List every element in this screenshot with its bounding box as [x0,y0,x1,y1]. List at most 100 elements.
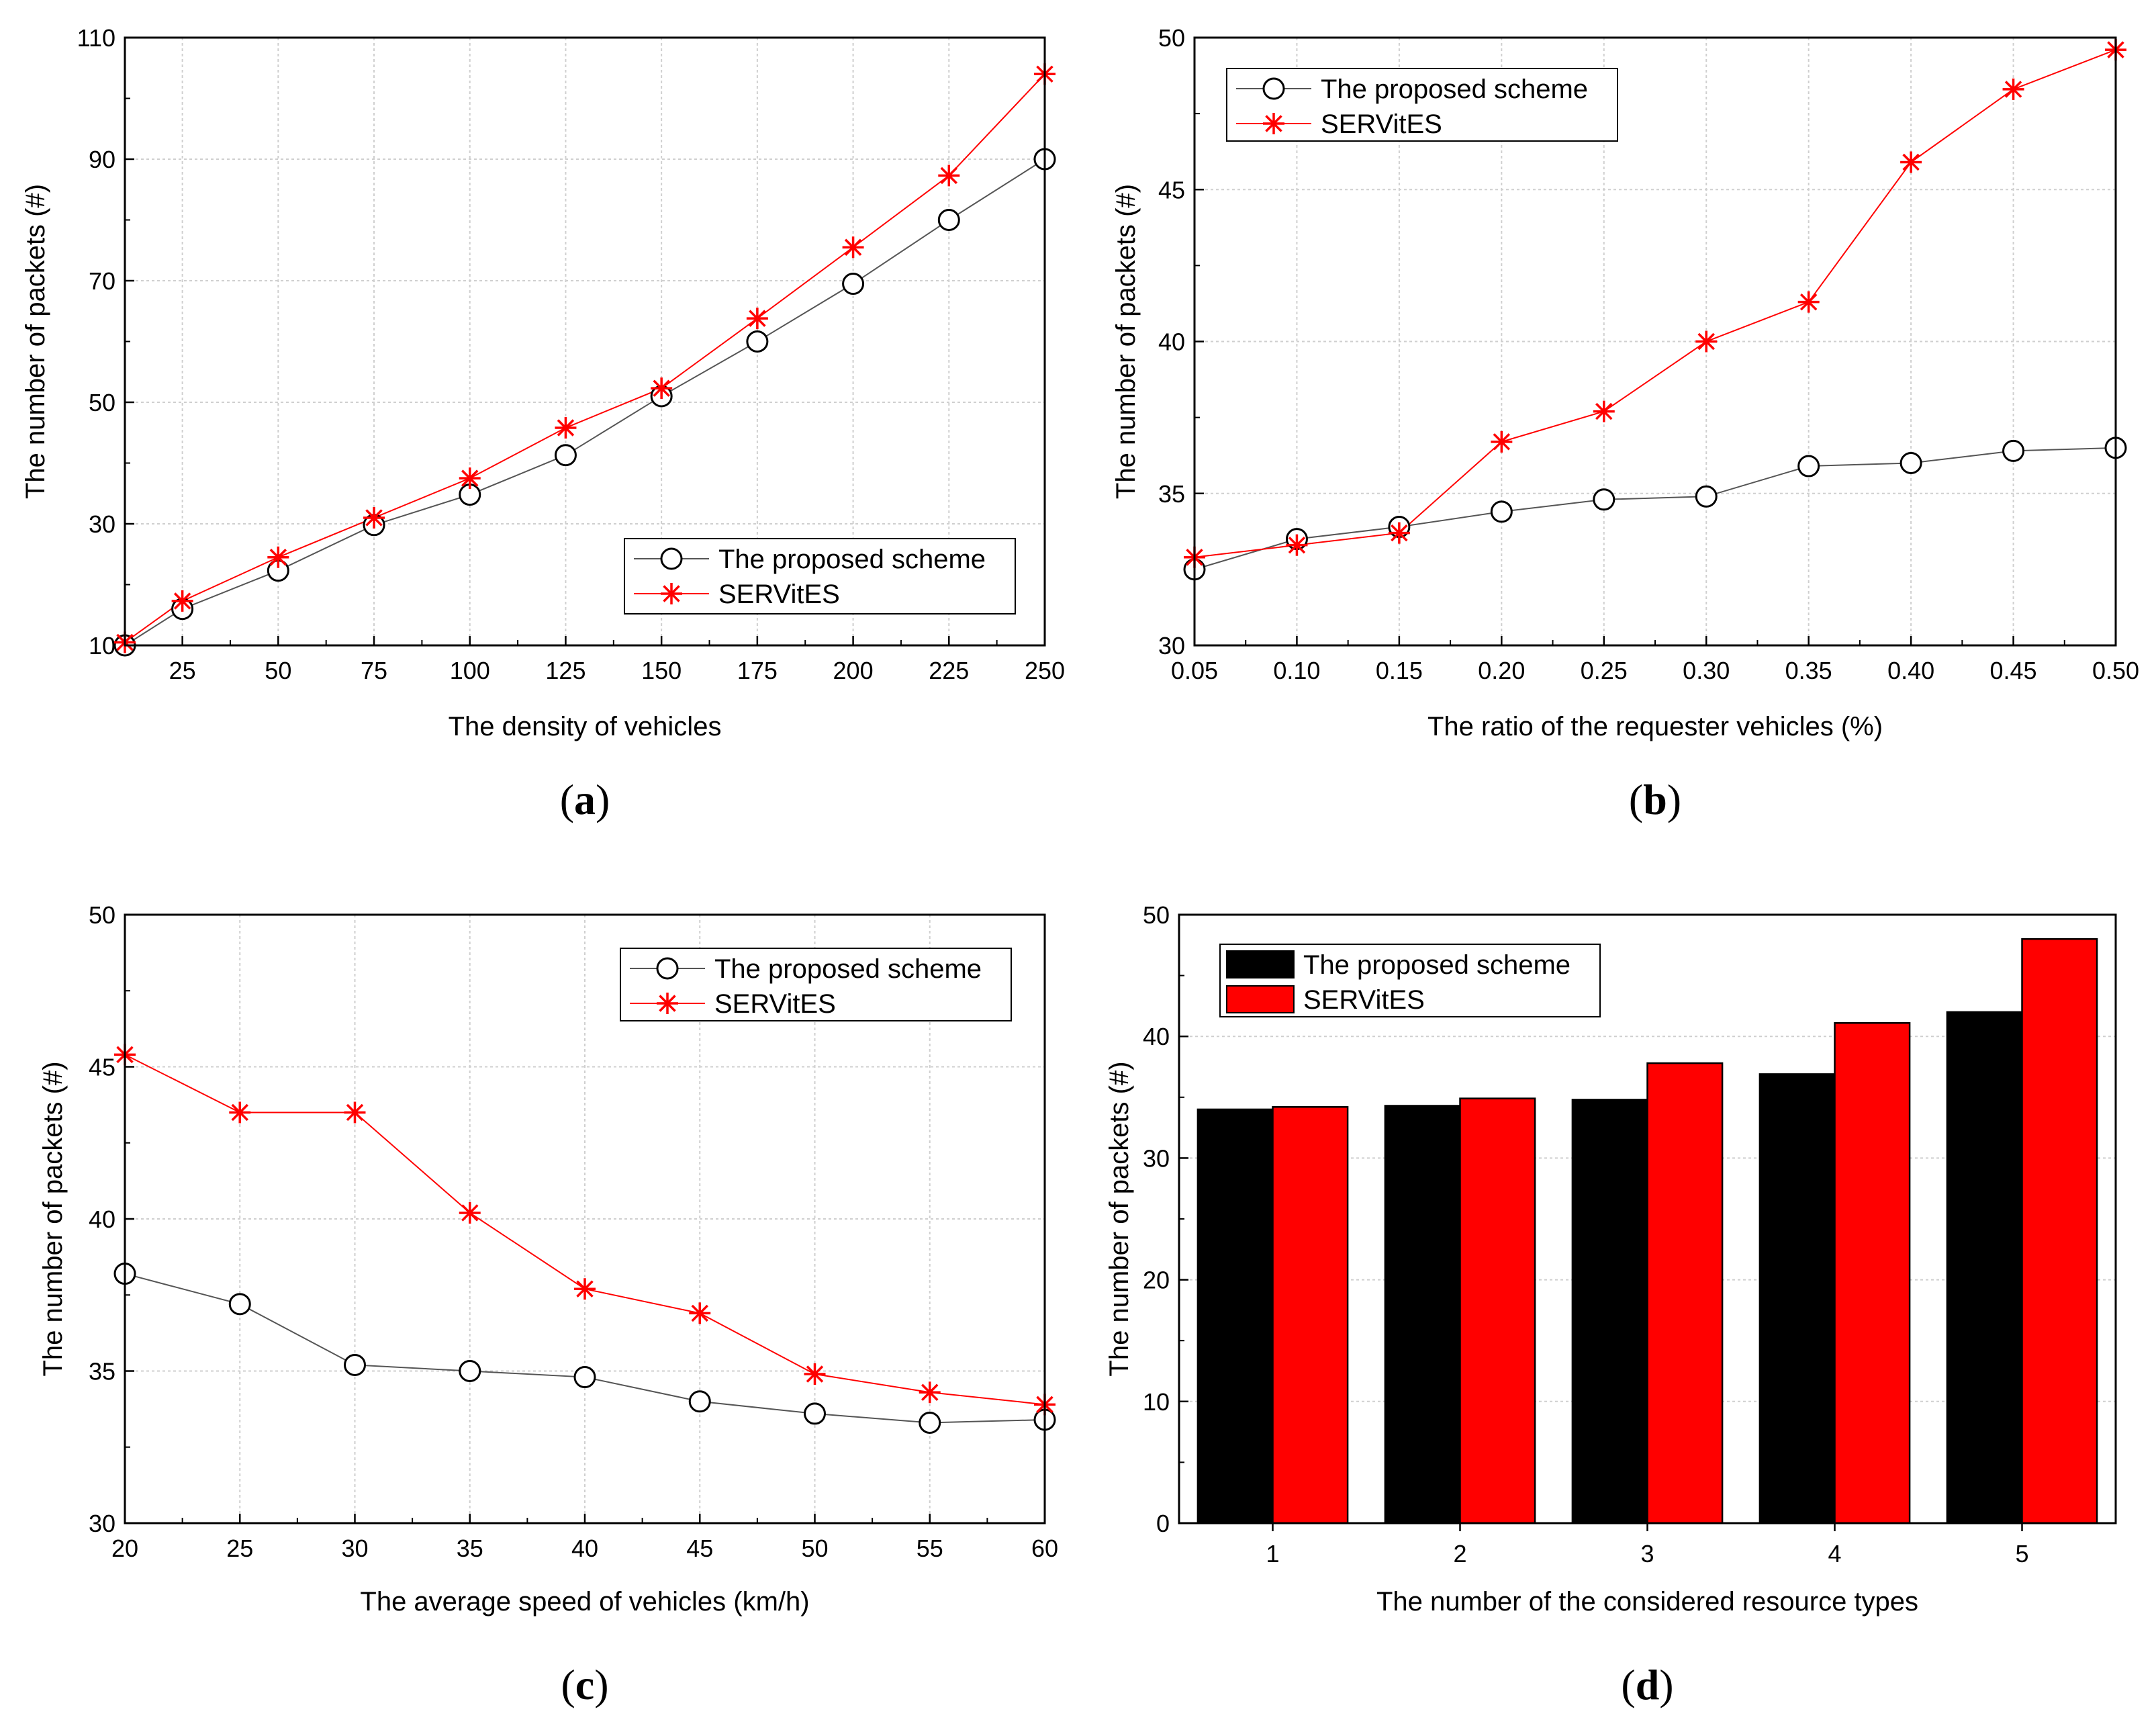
plot-frame [1178,913,2117,1524]
data-point-servites [1900,151,1922,173]
data-point-servites [574,1278,596,1300]
x-axis-label: The number of the considered resource ty… [1376,1587,1918,1617]
data-point-proposed [228,1293,251,1316]
x-tick-label: 150 [641,657,682,684]
x-tick-label: 0.45 [1990,657,2037,684]
caption-close-paren: ) [1667,776,1681,823]
x-tick-label: 200 [833,657,874,684]
legend-box [624,538,1016,614]
legend-label-servites: SERVitES [714,989,836,1019]
data-point-servites [555,417,577,439]
caption-letter: c [575,1661,594,1709]
data-point-servites [804,1363,826,1385]
data-point-proposed [1593,488,1615,511]
y-tick-label: 45 [89,1054,115,1081]
data-point-proposed [937,209,960,231]
data-point-proposed [804,1402,826,1425]
bar-servites [1646,1062,1724,1524]
x-tick-label: 0.30 [1683,657,1730,684]
y-tick-label: 30 [89,1510,115,1537]
x-tick-label: 50 [265,657,291,684]
x-tick-label: 225 [929,657,969,684]
caption-close-paren: ) [596,776,610,823]
x-axis-label: The average speed of vehicles (km/h) [360,1587,809,1617]
data-point-servites [363,506,385,529]
x-tick-label: 60 [1031,1535,1058,1562]
plot-frame [124,913,1046,1524]
data-point-servites [2002,78,2024,100]
y-tick-label: 35 [1158,480,1185,508]
data-point-proposed [919,1412,941,1435]
data-point-proposed [344,1353,366,1376]
data-point-servites [1388,522,1410,544]
x-axis-label: The density of vehicles [449,712,722,741]
chart-panel-b: 0.05 0.10 0.15 0.20 0.25 0.30 0.35 0.40 0.45 0.50… [1111,24,2139,823]
legend-marker-proposed [1262,77,1285,100]
data-point-servites [919,1381,941,1404]
legend-marker-proposed [660,547,683,570]
x-tick-label: 1 [1266,1540,1279,1567]
series-line-proposed [1194,447,2116,570]
x-axis-label: The ratio of the requester vehicles (%) [1427,712,1883,741]
y-tick-label: 45 [1158,176,1185,203]
bar-proposed [1571,1099,1648,1524]
data-point-proposed [573,1366,596,1389]
x-tick-label: 0.10 [1273,657,1320,684]
chart-panel-a: 25 50 75 100 125 150 175 200 225 250 10 30 50 70 90 110… [21,24,1065,823]
data-point-servites [459,1201,481,1224]
caption-open-paren: ( [1621,1661,1635,1709]
data-point-servites [1797,291,1820,313]
data-point-proposed [746,330,769,353]
x-tick-label: 3 [1640,1540,1654,1567]
x-tick-label: 30 [341,1535,368,1562]
y-tick-label: 40 [1158,328,1185,356]
data-point-servites [651,377,673,400]
y-tick-label: 40 [89,1205,115,1233]
x-tick-label: 0.40 [1887,657,1934,684]
caption-open-paren: ( [1629,776,1643,823]
data-point-servites [459,467,481,490]
data-point-servites [689,1302,711,1324]
legend-marker-servites [657,993,678,1014]
caption-letter: a [574,776,596,823]
legend-label-proposed: The proposed scheme [1321,75,1588,104]
data-point-servites [746,308,768,330]
data-point-servites [1593,400,1615,422]
legend-label-servites: SERVitES [1321,109,1442,139]
y-tick-label: 50 [89,389,115,416]
chart-panel-c: 20 25 30 35 40 45 50 55 60 30 35 40 45 50 The average … [38,901,1058,1709]
y-tick-label: 10 [1143,1388,1170,1416]
x-tick-label: 5 [2015,1540,2028,1567]
data-point-servites [1286,534,1308,556]
data-point-servites [344,1101,366,1124]
data-point-proposed [1900,452,1922,474]
y-tick-label: 70 [89,267,115,295]
caption-letter: b [1643,776,1667,823]
plot-frame [124,36,1046,647]
bar-proposed [1759,1073,1836,1524]
y-axis-label: The number of packets (#) [1111,184,1141,499]
x-tick-label: 0.35 [1785,657,1832,684]
data-point-servites [171,590,193,612]
bar-servites [1834,1022,1911,1524]
x-tick-label: 20 [111,1535,138,1562]
panel-caption: (c) [561,1661,608,1709]
caption-close-paren: ) [1659,1661,1673,1709]
legend-box [620,948,1012,1021]
data-point-servites [267,546,289,568]
y-tick-label: 90 [89,146,115,173]
y-tick-label: 10 [89,632,115,659]
x-tick-label: 0.15 [1376,657,1423,684]
y-tick-label: 35 [89,1358,115,1385]
data-point-servites [229,1101,251,1124]
plot-frame [1193,36,2117,647]
y-tick-label: 50 [1158,24,1185,52]
y-axis-label: The number of packets (#) [1105,1061,1134,1376]
data-point-servites [842,236,864,259]
x-tick-label: 0.05 [1171,657,1218,684]
legend-label-servites: SERVitES [1303,985,1425,1015]
y-axis-label: The number of packets (#) [21,184,50,499]
bar-proposed [1384,1105,1461,1524]
